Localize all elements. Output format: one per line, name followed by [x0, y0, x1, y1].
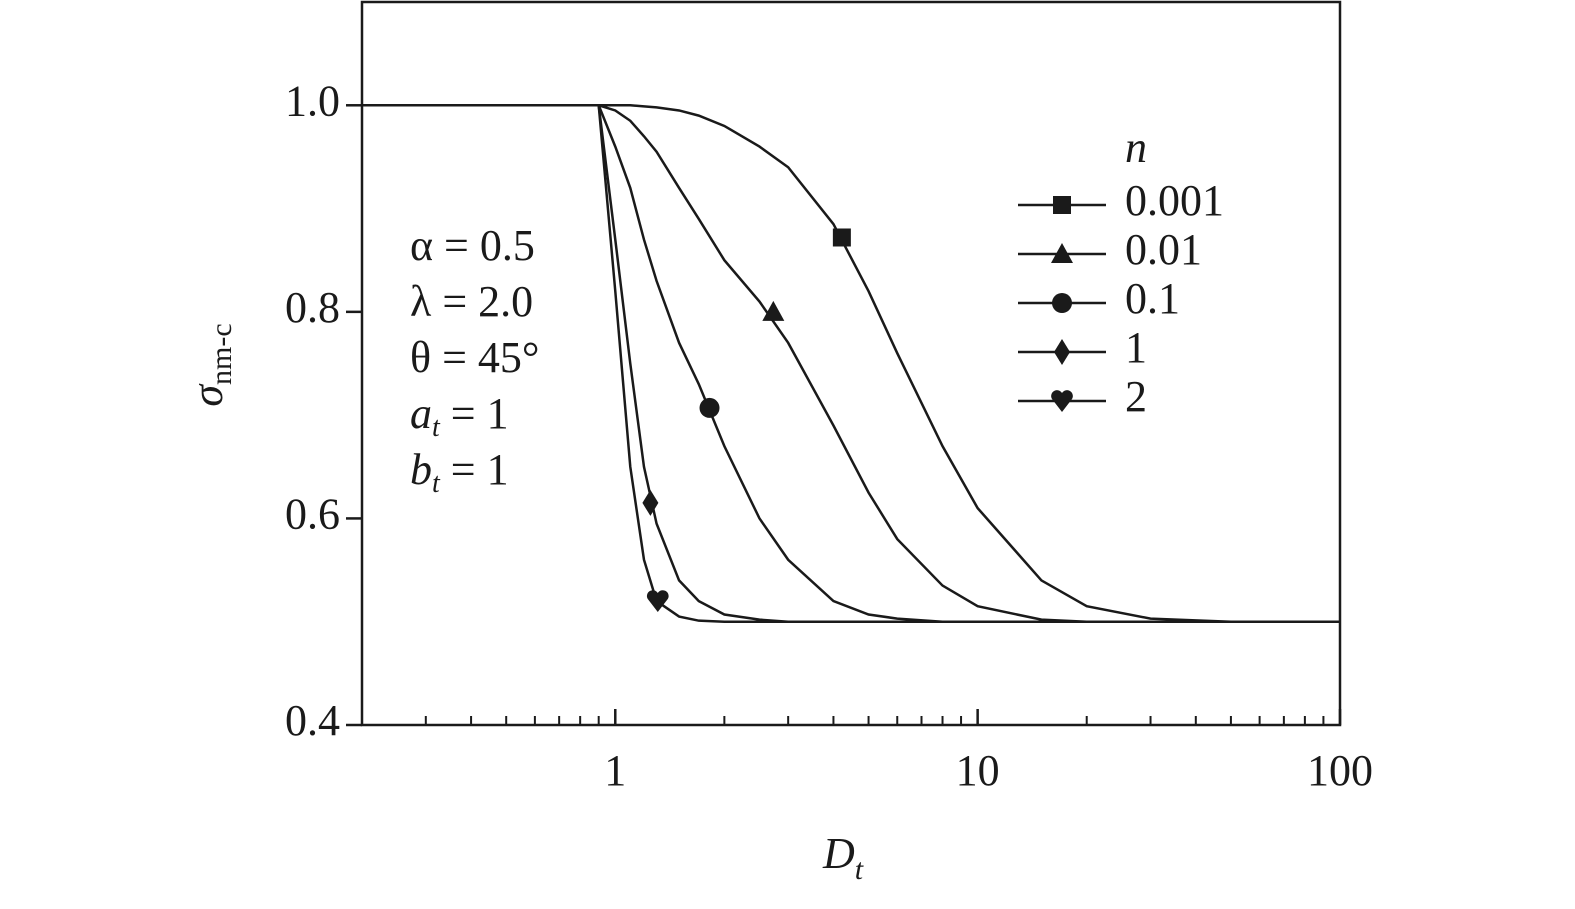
legend-label: 0.1	[1125, 274, 1180, 323]
x-tick-label: 10	[956, 746, 1000, 795]
annotation: α = 0.5	[410, 221, 535, 270]
annotation-rest: = 1	[440, 445, 509, 494]
y-tick-label: 0.6	[285, 490, 340, 539]
series-line	[362, 104, 1340, 623]
y-tick-label: 1.0	[285, 76, 340, 125]
annotation-sub: t	[432, 412, 441, 443]
series-line	[362, 104, 1340, 623]
marker	[832, 228, 851, 247]
legend-marker	[1052, 293, 1072, 313]
legend-marker	[1051, 390, 1073, 412]
annotation: at = 1	[410, 389, 509, 443]
annotation: bt = 1	[410, 445, 509, 499]
legend-title: n	[1125, 123, 1147, 172]
annotation-symbol: a	[410, 389, 432, 438]
annotation-text: λ = 2.0	[410, 277, 533, 326]
x-tick-label: 1	[604, 746, 626, 795]
legend-label: 0.001	[1125, 176, 1224, 225]
x-label-main: D	[822, 829, 855, 878]
y-label-sub: nm-c	[205, 323, 238, 385]
marker	[762, 300, 785, 321]
marker	[642, 489, 659, 516]
x-label-sub: t	[855, 853, 864, 886]
y-axis-label: σnm-c	[183, 323, 238, 406]
annotation-rest: = 1	[440, 389, 509, 438]
y-label-main: σ	[183, 383, 232, 407]
marker	[699, 397, 720, 418]
marker	[646, 590, 669, 613]
annotation-text: θ = 45°	[410, 333, 540, 382]
annotation: θ = 45°	[410, 333, 540, 382]
annotation-sub: t	[432, 468, 441, 499]
legend-marker	[1053, 196, 1071, 214]
plot-frame	[360, 0, 1342, 727]
annotation-text: α = 0.5	[410, 221, 535, 270]
x-tick-label: 100	[1307, 746, 1373, 795]
x-axis-label: Dt	[822, 829, 864, 886]
legend-label: 0.01	[1125, 225, 1202, 274]
annotation-symbol: b	[410, 445, 432, 494]
annotation: λ = 2.0	[410, 277, 533, 326]
legend-label: 2	[1125, 372, 1147, 421]
legend-label: 1	[1125, 323, 1147, 372]
y-tick-label: 0.4	[285, 696, 340, 745]
legend-marker	[1051, 243, 1073, 263]
legend-marker	[1054, 339, 1070, 365]
y-tick-label: 0.8	[285, 283, 340, 332]
